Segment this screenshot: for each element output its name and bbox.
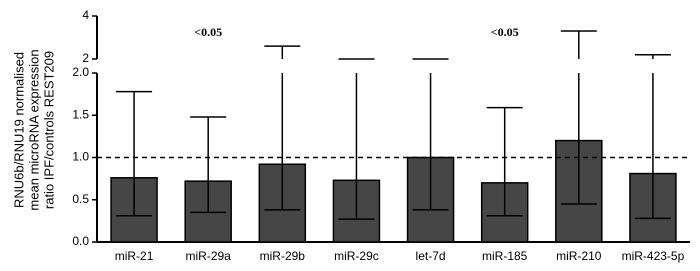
x-tick-label: miR-185 — [482, 249, 528, 263]
error-bar — [412, 58, 449, 211]
x-tick-label: miR-210 — [556, 249, 602, 263]
error-bar — [190, 116, 227, 214]
y-tick-label: 2 — [82, 51, 89, 65]
y-tick-label: 0.5 — [72, 192, 89, 206]
annotation: <0.05 — [491, 25, 519, 39]
error-bar — [264, 45, 301, 211]
x-tick-label: let-7d — [416, 249, 446, 263]
x-tick-label: miR-21 — [115, 249, 154, 263]
error-bar — [338, 58, 375, 220]
x-tick-label: miR-423-5p — [622, 249, 685, 263]
error-bar — [116, 90, 153, 217]
x-tick-label: miR-29c — [334, 249, 379, 263]
y-tick-label: 1.0 — [72, 150, 89, 164]
y-axis-label: mean microRNA expression — [26, 49, 41, 210]
x-tick-label: miR-29a — [186, 249, 232, 263]
error-bar — [486, 106, 523, 217]
annotation: <0.05 — [194, 25, 222, 39]
y-tick-label: 0.0 — [72, 234, 89, 248]
y-tick-label: 2.0 — [72, 65, 89, 79]
y-tick-label: 1.5 — [72, 107, 89, 121]
error-bar — [560, 30, 597, 205]
x-tick-label: miR-29b — [260, 249, 306, 263]
y-tick-label: 4 — [82, 8, 89, 22]
error-bar — [634, 53, 671, 220]
y-axis-label: RNU6b/RNU19 normalised — [11, 52, 26, 208]
y-axis-label: ratio IPF/controls REST209 — [41, 51, 56, 209]
